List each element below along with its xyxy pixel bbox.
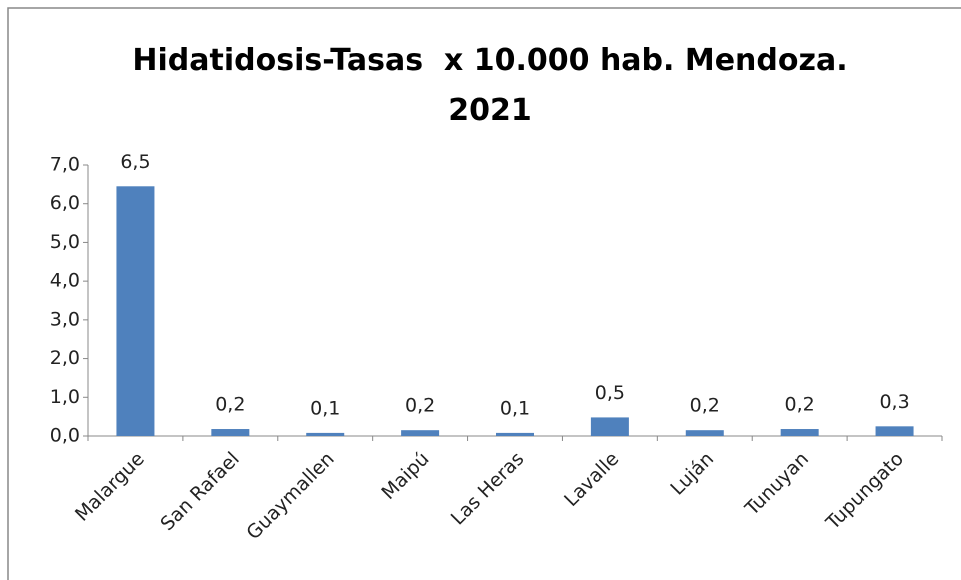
x-tick-label: Guaymallen bbox=[242, 448, 338, 544]
data-label: 0,2 bbox=[785, 394, 815, 416]
data-label: 0,2 bbox=[405, 395, 435, 417]
x-tick-label: Lavalle bbox=[560, 448, 623, 511]
y-tick-label: 7,0 bbox=[50, 154, 80, 176]
x-tick-label: Malargue bbox=[71, 448, 149, 526]
y-tick-label: 6,0 bbox=[50, 192, 80, 214]
x-tick-label: Maipú bbox=[377, 448, 433, 504]
data-label: 0,1 bbox=[500, 397, 530, 419]
bar bbox=[211, 429, 250, 436]
y-tick-label: 3,0 bbox=[50, 308, 80, 330]
bar bbox=[875, 426, 914, 436]
bar bbox=[685, 430, 724, 436]
x-tick-label: Tunuyan bbox=[740, 448, 813, 521]
y-tick-label: 2,0 bbox=[50, 347, 80, 369]
bar bbox=[590, 417, 629, 436]
data-label: 0,2 bbox=[215, 394, 245, 416]
data-label: 0,5 bbox=[595, 382, 625, 404]
y-tick-label: 4,0 bbox=[50, 270, 80, 292]
data-label: 0,1 bbox=[310, 397, 340, 419]
y-tick-label: 5,0 bbox=[50, 231, 80, 253]
chart-border bbox=[7, 7, 961, 580]
y-tick-label: 1,0 bbox=[50, 386, 80, 408]
x-tick-label: Tupungato bbox=[821, 448, 908, 535]
data-label: 6,5 bbox=[120, 151, 150, 173]
x-tick-label: San Rafael bbox=[156, 448, 243, 535]
data-label: 0,2 bbox=[690, 395, 720, 417]
x-tick-label: Las Heras bbox=[447, 448, 529, 530]
y-tick-label: 0,0 bbox=[50, 425, 80, 447]
data-label: 0,3 bbox=[879, 391, 909, 413]
chart-title: Hidatidosis-Tasas x 10.000 hab. Mendoza.… bbox=[132, 43, 859, 128]
bar bbox=[116, 186, 155, 436]
x-tick-label: Luján bbox=[666, 448, 718, 500]
bar bbox=[401, 430, 440, 436]
bar bbox=[496, 432, 534, 436]
bar bbox=[306, 432, 345, 436]
bar bbox=[780, 429, 819, 436]
